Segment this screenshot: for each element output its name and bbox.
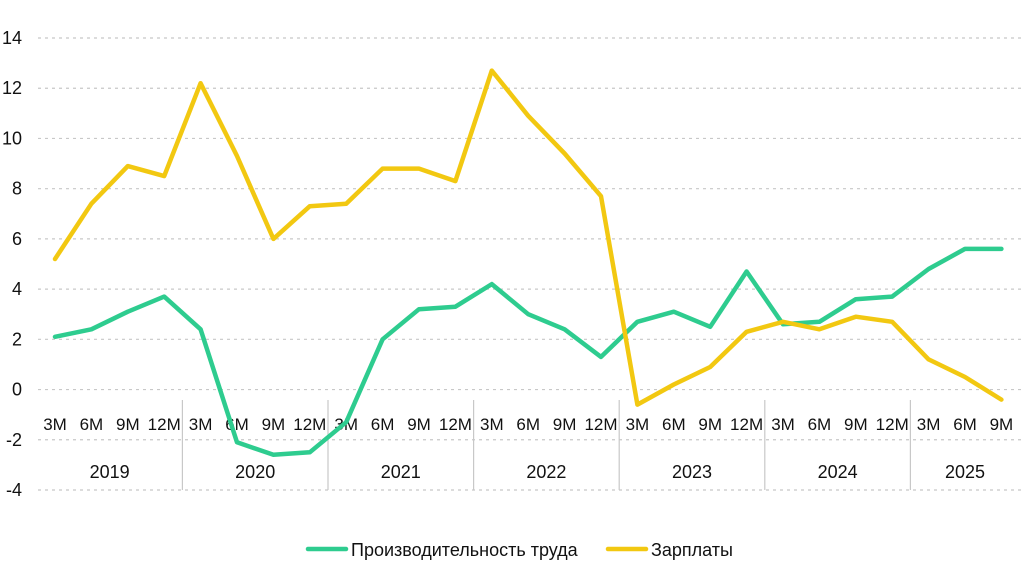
x-category-label: 12M <box>876 415 909 434</box>
series-line-2 <box>52 68 1004 407</box>
x-category-label: 3M <box>43 415 67 434</box>
x-axis-categories: 3M 6M 9M 12M 3M 6M 9M 12M 3M 6M 9M 12M 3M 6M 9M 12M 3M 6M… <box>43 415 1013 434</box>
x-category-label: 9M <box>262 415 286 434</box>
year-label: 2025 <box>945 462 985 482</box>
x-category-label: 6M <box>808 415 832 434</box>
x-category-label: 3M <box>917 415 941 434</box>
x-category-label: 6M <box>662 415 686 434</box>
x-category-label: 12M <box>730 415 763 434</box>
legend-label: Зарплаты <box>651 540 733 560</box>
y-tick-label: 4 <box>12 279 22 299</box>
x-category-label: 3M <box>771 415 795 434</box>
y-tick-label: -4 <box>6 480 22 500</box>
x-category-label: 12M <box>148 415 181 434</box>
x-category-label: 6M <box>953 415 977 434</box>
x-category-label: 3M <box>480 415 504 434</box>
legend: Производительность труда Зарплаты <box>305 540 733 560</box>
x-category-label: 9M <box>116 415 140 434</box>
gridlines <box>38 37 1022 491</box>
series-line-1 <box>52 246 1004 458</box>
year-label: 2024 <box>818 462 858 482</box>
x-category-label: 6M <box>516 415 540 434</box>
x-category-label: 6M <box>371 415 395 434</box>
y-tick-label: 14 <box>2 28 22 48</box>
x-category-label: 12M <box>439 415 472 434</box>
year-label: 2022 <box>526 462 566 482</box>
y-tick-label: 12 <box>2 78 22 98</box>
year-label: 2019 <box>90 462 130 482</box>
x-category-label: 9M <box>698 415 722 434</box>
year-label: 2020 <box>235 462 275 482</box>
x-category-label: 12M <box>584 415 617 434</box>
y-axis-ticks: -4 -2 0 2 4 6 8 10 12 14 <box>2 28 22 500</box>
legend-label: Производительность труда <box>351 540 579 560</box>
year-label: 2023 <box>672 462 712 482</box>
x-category-label: 3M <box>189 415 213 434</box>
y-tick-label: 2 <box>12 329 22 349</box>
y-tick-label: 0 <box>12 380 22 400</box>
x-category-label: 9M <box>553 415 577 434</box>
x-category-label: 9M <box>407 415 431 434</box>
y-tick-label: 8 <box>12 179 22 199</box>
x-axis-years: 2019 2020 2021 2022 2023 2024 2025 <box>90 400 985 490</box>
x-category-label: 3M <box>626 415 650 434</box>
x-category-label: 9M <box>990 415 1014 434</box>
x-category-label: 9M <box>844 415 868 434</box>
y-tick-label: -2 <box>6 430 22 450</box>
x-category-label: 12M <box>293 415 326 434</box>
y-tick-label: 10 <box>2 128 22 148</box>
y-tick-label: 6 <box>12 229 22 249</box>
x-category-label: 6M <box>80 415 104 434</box>
series-lines <box>52 68 1004 458</box>
year-label: 2021 <box>381 462 421 482</box>
